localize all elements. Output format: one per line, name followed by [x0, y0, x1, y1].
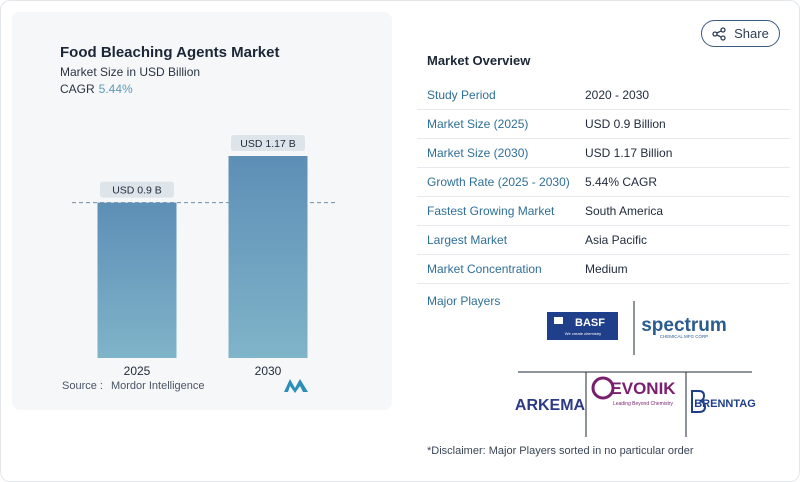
share-button[interactable]: Share: [701, 20, 780, 47]
overview-key: Market Concentration: [427, 262, 542, 276]
overview-value: South America: [585, 204, 664, 218]
cagr-label: CAGR: [60, 82, 95, 96]
spectrum-logo-text: spectrum: [641, 315, 727, 336]
overview-row-market-size-2030: Market Size (2030) USD 1.17 Billion: [417, 139, 790, 168]
overview-key: Study Period: [427, 88, 496, 102]
major-players-title: Major Players: [427, 294, 501, 308]
basf-logo: BASF We create chemistry: [547, 312, 618, 340]
chart-cagr: CAGR 5.44%: [60, 82, 133, 96]
data-label: USD 1.17 B: [240, 138, 295, 150]
data-label-box: [100, 181, 174, 198]
overview-key: Largest Market: [427, 233, 508, 247]
data-label: USD 0.9 B: [112, 185, 162, 197]
share-label: Share: [734, 26, 769, 41]
evonik-logo-text: EVONIK: [610, 379, 676, 398]
basf-logo-mark: [554, 317, 563, 324]
overview-value: 5.44% CAGR: [585, 175, 658, 189]
overview-row-study-period: Study Period 2020 - 2030: [417, 81, 790, 110]
x-tick-label: 2025: [124, 364, 151, 378]
spectrum-logo-tagline: CHEMICAL MFG CORP: [660, 334, 709, 339]
overview-key: Market Size (2030): [427, 146, 529, 160]
basf-logo-box: [547, 312, 618, 340]
x-tick-label: 2030: [255, 364, 282, 378]
source-note: Source : Mordor Intelligence: [62, 380, 205, 392]
evonik-logo: EVONIK Leading Beyond Chemistry: [591, 376, 676, 407]
overview-key: Fastest Growing Market: [427, 204, 555, 218]
overview-row-growth-rate: Growth Rate (2025 - 2030) 5.44% CAGR: [417, 168, 790, 197]
brenntag-logo-mark: [691, 390, 707, 413]
bar-2030: [228, 156, 308, 358]
mordor-intelligence-logo-icon: [284, 379, 308, 393]
overview-value: Asia Pacific: [585, 233, 648, 247]
overview-key: Market Size (2025): [427, 117, 529, 131]
overview-value: USD 0.9 Billion: [585, 117, 666, 131]
data-label-box: [231, 135, 305, 151]
share-icon: [712, 26, 726, 41]
arkema-logo: ARKEMA: [515, 397, 586, 414]
evonik-logo-tagline: Leading Beyond Chemistry: [613, 401, 674, 407]
brenntag-logo: BRENNTAG: [691, 390, 756, 413]
basf-logo-tagline: We create chemistry: [565, 331, 601, 336]
overview-row-largest-market: Largest Market Asia Pacific: [417, 226, 790, 255]
arkema-logo-text: ARKEMA: [515, 397, 586, 414]
overview-key: Growth Rate (2025 - 2030): [427, 175, 570, 189]
overview-row-market-size-2025: Market Size (2025) USD 0.9 Billion: [417, 110, 790, 139]
disclaimer: *Disclaimer: Major Players sorted in no …: [427, 445, 694, 457]
basf-logo-text: BASF: [575, 317, 605, 329]
source-value: Mordor Intelligence: [110, 380, 205, 392]
overview-value: Medium: [585, 262, 628, 276]
chart-subtitle: Market Size in USD Billion: [60, 65, 201, 79]
overview-value: 2020 - 2030: [585, 88, 650, 102]
overview-table: Study Period 2020 - 2030 Market Size (20…: [417, 81, 790, 284]
brenntag-logo-text: BRENNTAG: [694, 398, 756, 410]
cagr-value: 5.44%: [98, 82, 133, 96]
evonik-logo-mark: [591, 376, 615, 400]
bar-chart: USD 0.9 B 2025 USD 1.17 B 2030: [72, 135, 338, 378]
chart-card: [12, 12, 392, 410]
overview-row-fastest-growing: Fastest Growing Market South America: [417, 197, 790, 226]
overview-title: Market Overview: [427, 53, 531, 68]
source-label: Source :: [62, 380, 103, 392]
overview-value: USD 1.17 Billion: [585, 146, 673, 160]
spectrum-logo: spectrum CHEMICAL MFG CORP: [641, 315, 727, 339]
bar-2025: [97, 202, 177, 358]
overview-row-concentration: Market Concentration Medium: [417, 255, 790, 284]
chart-title: Food Bleaching Agents Market: [60, 44, 280, 61]
